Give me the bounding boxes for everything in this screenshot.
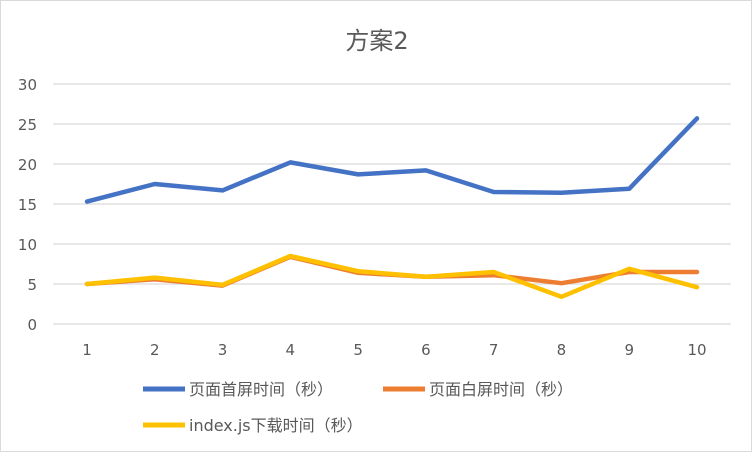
y-tick-label: 10 [18,236,37,254]
x-tick-label: 1 [82,341,92,359]
legend-label: 页面白屏时间（秒） [429,380,573,399]
y-tick-label: 15 [18,196,37,214]
y-tick-label: 25 [18,116,37,134]
x-tick-label: 9 [624,341,634,359]
x-tick-label: 7 [489,341,499,359]
x-tick-label: 2 [150,341,160,359]
x-tick-label: 4 [286,341,296,359]
x-tick-label: 5 [353,341,363,359]
legend-label: index.js下载时间（秒） [189,416,363,435]
x-tick-label: 8 [557,341,567,359]
y-tick-label: 5 [27,276,37,294]
y-tick-label: 20 [18,156,37,174]
series-line-1 [87,118,697,201]
x-tick-label: 3 [218,341,228,359]
x-tick-label: 10 [687,341,706,359]
chart-title: 方案2 [345,27,408,55]
legend-label: 页面首屏时间（秒） [189,380,333,399]
y-tick-label: 0 [27,316,37,334]
y-tick-label: 30 [18,76,37,94]
x-tick-label: 6 [421,341,431,359]
